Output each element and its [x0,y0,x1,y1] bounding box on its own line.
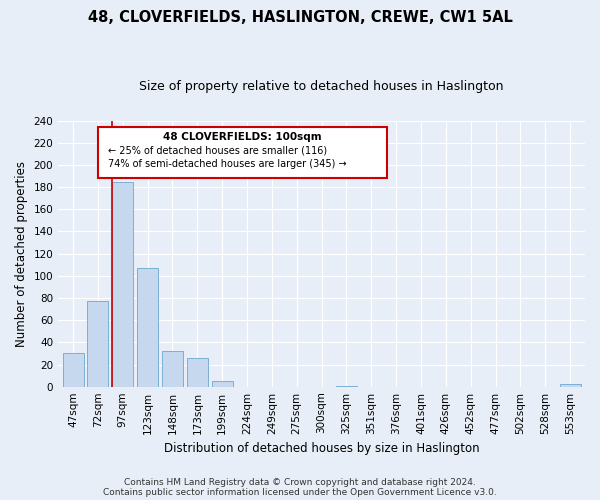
Bar [137,268,158,386]
Y-axis label: Number of detached properties: Number of detached properties [15,160,28,346]
Bar [112,182,133,386]
Text: Contains public sector information licensed under the Open Government Licence v3: Contains public sector information licen… [103,488,497,497]
Bar [162,351,183,386]
Title: Size of property relative to detached houses in Haslington: Size of property relative to detached ho… [139,80,504,93]
Text: ← 25% of detached houses are smaller (116): ← 25% of detached houses are smaller (11… [108,146,328,156]
X-axis label: Distribution of detached houses by size in Haslington: Distribution of detached houses by size … [164,442,479,455]
Bar [212,381,233,386]
Text: 48 CLOVERFIELDS: 100sqm: 48 CLOVERFIELDS: 100sqm [163,132,322,141]
Text: 48, CLOVERFIELDS, HASLINGTON, CREWE, CW1 5AL: 48, CLOVERFIELDS, HASLINGTON, CREWE, CW1… [88,10,512,25]
Bar [187,358,208,386]
Bar [62,354,83,386]
Text: Contains HM Land Registry data © Crown copyright and database right 2024.: Contains HM Land Registry data © Crown c… [124,478,476,487]
Bar [560,384,581,386]
Bar [88,302,109,386]
Text: 74% of semi-detached houses are larger (345) →: 74% of semi-detached houses are larger (… [108,159,347,169]
FancyBboxPatch shape [98,127,388,178]
